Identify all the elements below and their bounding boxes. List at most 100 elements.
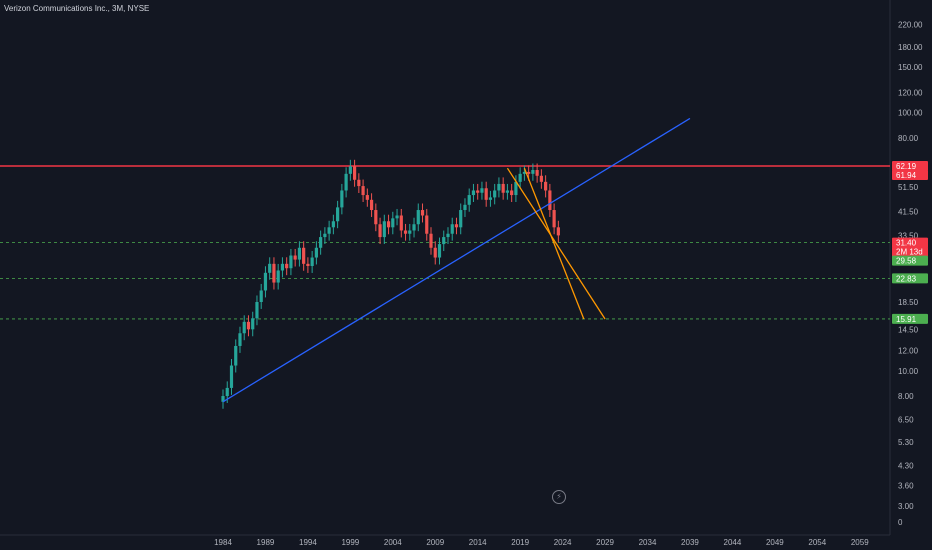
candle-body bbox=[293, 255, 297, 260]
candle-body bbox=[442, 237, 446, 245]
price-tag-label: 29.58 bbox=[896, 257, 917, 266]
candle-body bbox=[454, 224, 459, 228]
candle-body bbox=[229, 365, 234, 388]
candle-body bbox=[484, 188, 488, 200]
candle-body bbox=[420, 210, 425, 216]
candle-body bbox=[361, 186, 365, 196]
candle-body bbox=[556, 227, 560, 236]
candle-body bbox=[518, 173, 522, 182]
chart-title: Verizon Communications Inc., 3M, NYSE bbox=[4, 4, 150, 13]
y-tick-label: 33.50 bbox=[898, 231, 919, 240]
x-tick-label: 2029 bbox=[596, 538, 614, 547]
candle-body bbox=[369, 199, 374, 211]
x-tick-label: 1984 bbox=[214, 538, 232, 547]
candle-body bbox=[374, 210, 378, 225]
candle-body bbox=[416, 210, 420, 225]
candle-body bbox=[319, 237, 323, 248]
y-tick-label: 3.00 bbox=[898, 502, 914, 511]
trend-line bbox=[523, 167, 585, 320]
candle-body bbox=[276, 270, 280, 283]
candle-body bbox=[323, 233, 327, 238]
y-tick-label: 18.50 bbox=[898, 298, 919, 307]
candle-body bbox=[314, 247, 318, 258]
candle-body bbox=[255, 301, 259, 319]
y-tick-label: 100.00 bbox=[898, 109, 923, 118]
candle-body bbox=[497, 183, 501, 191]
candle-body bbox=[272, 263, 276, 283]
candle-body bbox=[357, 179, 361, 187]
candle-body bbox=[408, 230, 412, 234]
candle-body bbox=[463, 204, 467, 211]
y-tick-label: 80.00 bbox=[898, 134, 919, 143]
candle-body bbox=[467, 195, 471, 205]
candle-body bbox=[450, 224, 454, 234]
price-tag bbox=[892, 161, 928, 171]
y-tick-label: 5.30 bbox=[898, 438, 914, 447]
lightning-icon[interactable]: ⚡ bbox=[552, 490, 566, 504]
candle-body bbox=[246, 321, 251, 330]
x-tick-label: 2049 bbox=[766, 538, 784, 547]
candle-body bbox=[344, 173, 348, 191]
x-tick-label: 2004 bbox=[384, 538, 402, 547]
candle-body bbox=[280, 263, 285, 271]
y-tick-label: 120.00 bbox=[898, 88, 923, 97]
candle-body bbox=[234, 345, 238, 366]
candle-body bbox=[251, 318, 255, 330]
candle-body bbox=[259, 290, 263, 302]
y-tick-label: 3.60 bbox=[898, 482, 914, 491]
y-tick-label: 41.50 bbox=[898, 207, 919, 216]
candle-body bbox=[365, 195, 369, 200]
candle-body bbox=[378, 224, 382, 238]
candle-body bbox=[403, 230, 408, 234]
price-tag bbox=[892, 237, 928, 248]
candle-body bbox=[429, 233, 433, 248]
candle-body bbox=[480, 188, 484, 193]
price-tag-label: 15.91 bbox=[896, 315, 917, 324]
y-tick-label: 220.00 bbox=[898, 20, 923, 29]
x-tick-label: 2034 bbox=[639, 538, 657, 547]
x-tick-label: 1989 bbox=[257, 538, 275, 547]
price-tag-label: 2M 13d bbox=[896, 248, 923, 257]
candle-body bbox=[446, 233, 450, 238]
candle-body bbox=[395, 215, 399, 219]
candle-body bbox=[412, 224, 416, 231]
y-tick-label: 51.50 bbox=[898, 183, 919, 192]
candle-body bbox=[297, 247, 302, 260]
candle-body bbox=[327, 227, 331, 234]
price-tag-label: 62.19 bbox=[896, 162, 917, 171]
candle-body bbox=[425, 215, 429, 234]
candle-body bbox=[285, 263, 289, 269]
candle-body bbox=[268, 263, 272, 273]
candle-body bbox=[522, 171, 526, 174]
candle-body bbox=[242, 321, 246, 334]
x-tick-label: 2044 bbox=[724, 538, 742, 547]
candle-body bbox=[391, 218, 395, 228]
x-tick-label: 2014 bbox=[469, 538, 487, 547]
price-tag-label: 61.94 bbox=[896, 171, 917, 180]
candle-body bbox=[331, 221, 335, 228]
x-tick-label: 2039 bbox=[681, 538, 699, 547]
candle-body bbox=[552, 210, 556, 228]
x-tick-label: 1999 bbox=[341, 538, 359, 547]
price-tag-label: 31.40 bbox=[896, 239, 917, 248]
price-tag bbox=[892, 313, 928, 324]
candle-body bbox=[302, 247, 306, 264]
candle-body bbox=[336, 207, 340, 222]
candle-body bbox=[501, 183, 505, 193]
candle-body bbox=[527, 171, 531, 174]
y-tick-label: 150.00 bbox=[898, 63, 923, 72]
y-tick-label: 14.50 bbox=[898, 325, 919, 334]
trend-line bbox=[506, 167, 606, 320]
y-tick-label: 0 bbox=[898, 518, 903, 527]
candle-body bbox=[221, 396, 225, 402]
candle-body bbox=[493, 190, 497, 198]
candle-body bbox=[238, 333, 242, 346]
x-tick-label: 2009 bbox=[426, 538, 444, 547]
candle-body bbox=[382, 221, 386, 238]
price-tag-label: 22.83 bbox=[896, 274, 917, 283]
candle-body bbox=[531, 170, 535, 174]
price-tag bbox=[892, 246, 928, 257]
candle-body bbox=[471, 190, 476, 196]
x-tick-label: 1994 bbox=[299, 538, 317, 547]
